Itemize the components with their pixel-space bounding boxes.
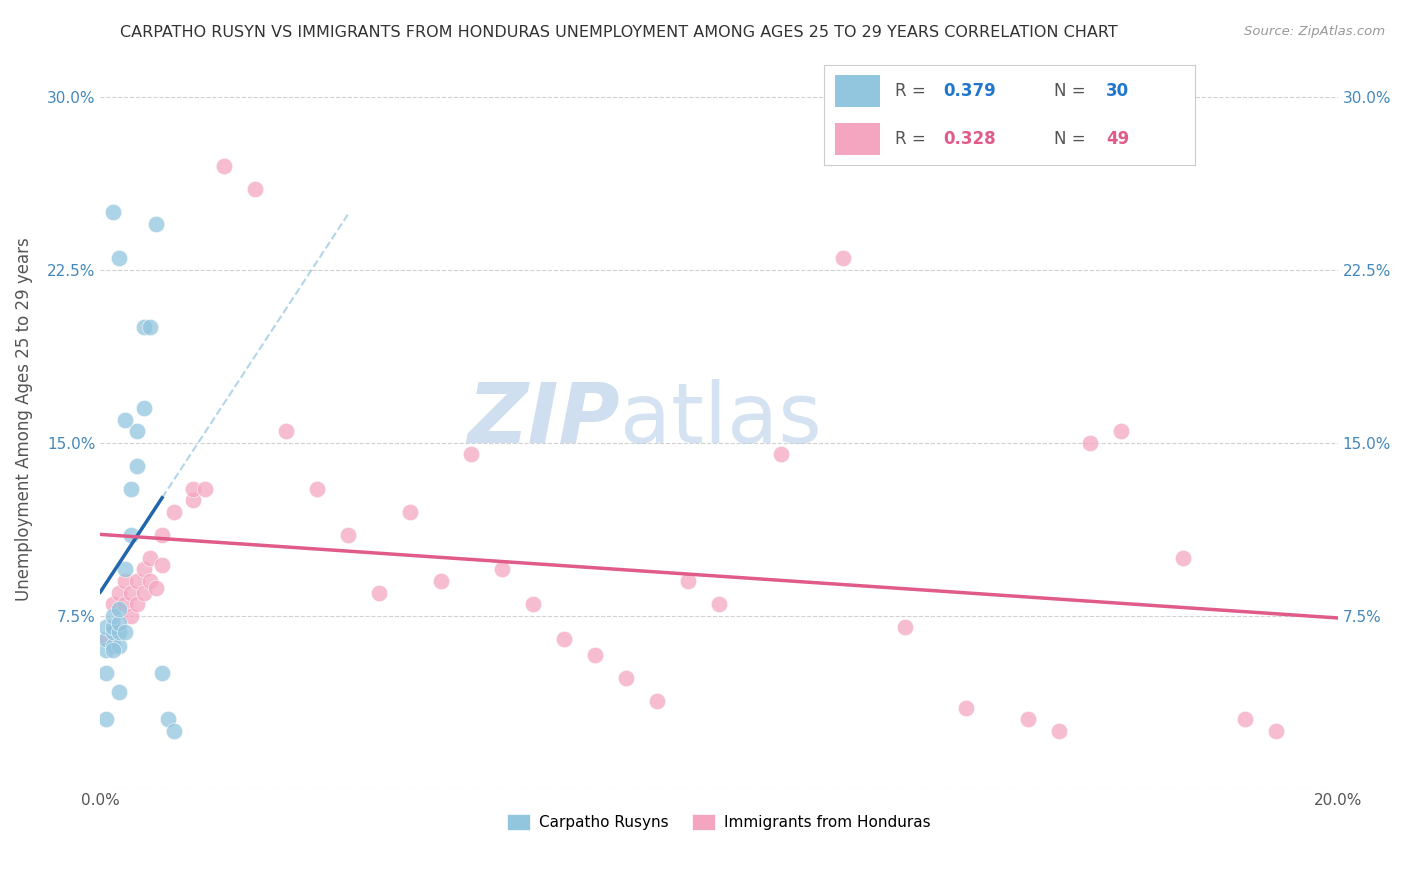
Point: [163, 723, 186, 738]
Point: [150, 666, 173, 681]
Point: [120, 585, 142, 599]
Point: [127, 597, 149, 611]
Text: Source: ZipAtlas.com: Source: ZipAtlas.com: [1244, 25, 1385, 38]
Point: [101, 205, 124, 219]
Text: ZIP: ZIP: [467, 379, 620, 460]
Point: [336, 528, 359, 542]
Point: [676, 574, 699, 588]
Point: [101, 639, 124, 653]
Point: [96, 620, 118, 634]
Point: [1233, 712, 1256, 726]
Point: [157, 712, 180, 726]
Point: [127, 424, 149, 438]
Point: [145, 581, 167, 595]
Point: [120, 528, 142, 542]
Point: [398, 505, 420, 519]
Point: [139, 574, 162, 588]
Point: [150, 528, 173, 542]
Point: [96, 666, 118, 681]
Point: [194, 482, 217, 496]
Point: [108, 251, 131, 265]
Point: [101, 620, 124, 634]
Point: [893, 620, 915, 634]
Point: [114, 624, 136, 639]
Text: atlas: atlas: [620, 379, 821, 460]
Point: [108, 601, 131, 615]
Point: [181, 482, 204, 496]
Point: [127, 458, 149, 473]
Point: [132, 401, 155, 415]
Point: [522, 597, 544, 611]
Point: [769, 447, 792, 461]
Point: [1078, 435, 1101, 450]
Point: [101, 620, 124, 634]
Point: [955, 701, 977, 715]
Point: [553, 632, 575, 646]
Point: [1109, 424, 1132, 438]
Point: [114, 412, 136, 426]
Point: [101, 597, 124, 611]
Point: [243, 182, 266, 196]
Point: [583, 648, 606, 662]
Point: [1017, 712, 1039, 726]
Point: [274, 424, 297, 438]
Point: [145, 217, 167, 231]
Point: [645, 694, 668, 708]
Point: [139, 320, 162, 334]
Point: [367, 585, 389, 599]
Point: [181, 493, 204, 508]
Point: [127, 574, 149, 588]
Point: [120, 482, 142, 496]
Point: [96, 632, 118, 646]
Point: [114, 574, 136, 588]
Text: CARPATHO RUSYN VS IMMIGRANTS FROM HONDURAS UNEMPLOYMENT AMONG AGES 25 TO 29 YEAR: CARPATHO RUSYN VS IMMIGRANTS FROM HONDUR…: [120, 25, 1118, 40]
Point: [101, 624, 124, 639]
Point: [139, 551, 162, 566]
Point: [108, 615, 131, 630]
Point: [101, 643, 124, 657]
Point: [114, 562, 136, 576]
Point: [132, 562, 155, 576]
Point: [150, 558, 173, 572]
Point: [1047, 723, 1070, 738]
Point: [132, 585, 155, 599]
Point: [96, 712, 118, 726]
Y-axis label: Unemployment Among Ages 25 to 29 years: Unemployment Among Ages 25 to 29 years: [15, 238, 32, 601]
Point: [212, 159, 235, 173]
Point: [101, 608, 124, 623]
Point: [831, 251, 853, 265]
Point: [108, 624, 131, 639]
Legend: Carpatho Rusyns, Immigrants from Honduras: Carpatho Rusyns, Immigrants from Hondura…: [501, 808, 936, 836]
Point: [120, 608, 142, 623]
Point: [108, 585, 131, 599]
Point: [614, 671, 637, 685]
Point: [114, 597, 136, 611]
Point: [132, 320, 155, 334]
Point: [108, 639, 131, 653]
Point: [429, 574, 451, 588]
Point: [460, 447, 482, 461]
Point: [305, 482, 328, 496]
Point: [96, 632, 118, 646]
Point: [491, 562, 513, 576]
Point: [108, 684, 131, 698]
Point: [1171, 551, 1194, 566]
Point: [1264, 723, 1286, 738]
Point: [96, 643, 118, 657]
Point: [707, 597, 730, 611]
Point: [163, 505, 186, 519]
